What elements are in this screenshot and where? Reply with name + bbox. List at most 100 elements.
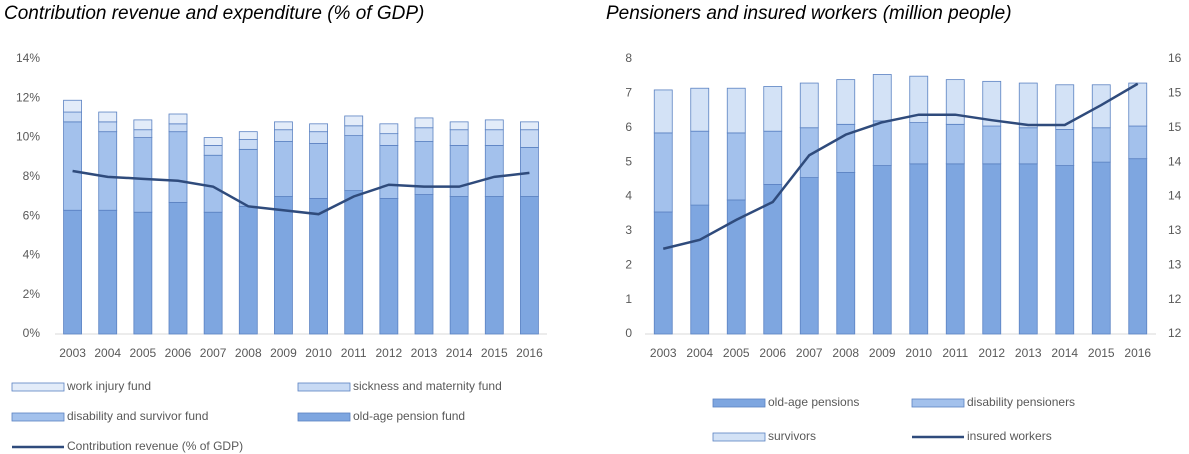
x-tick-label: 2008 <box>832 346 859 360</box>
x-tick-label: 2011 <box>942 346 968 360</box>
bar <box>98 131 118 211</box>
bar <box>379 198 399 335</box>
bar <box>133 211 153 335</box>
legend-label: old-age pensions <box>768 395 859 409</box>
bar <box>799 82 819 129</box>
bar <box>653 211 673 335</box>
bar <box>1128 158 1148 335</box>
bar <box>653 89 673 134</box>
bar <box>1055 84 1075 130</box>
legend-label: old-age pension fund <box>353 409 465 423</box>
y-tick-label: 14% <box>16 51 40 65</box>
bar <box>203 137 223 146</box>
x-tick-label: 2008 <box>235 346 262 360</box>
bar <box>520 129 539 148</box>
bar <box>238 148 258 207</box>
bar <box>63 121 82 211</box>
bar <box>449 129 469 146</box>
bar <box>520 146 539 197</box>
bar <box>1055 165 1075 335</box>
legend-swatch <box>712 432 766 442</box>
bar <box>133 137 153 213</box>
y-tick-label: 3 <box>625 223 632 237</box>
bar <box>274 129 293 142</box>
y2-tick-label: 13 <box>1168 257 1182 271</box>
bar <box>63 111 82 123</box>
bar <box>484 196 504 335</box>
legend-label: disability pensioners <box>967 395 1075 409</box>
bar <box>520 121 539 131</box>
x-tick-label: 2003 <box>59 346 86 360</box>
bar <box>799 177 819 335</box>
bar <box>1055 129 1075 166</box>
bar <box>982 80 1002 127</box>
bar <box>1091 161 1111 335</box>
x-tick-label: 2010 <box>905 346 932 360</box>
bar <box>945 163 965 335</box>
legend-swatch <box>297 412 351 422</box>
x-tick-label: 2016 <box>1124 346 1151 360</box>
x-tick-label: 2006 <box>759 346 786 360</box>
bar <box>309 198 328 335</box>
x-tick-label: 2013 <box>1015 346 1042 360</box>
chart-title: Contribution revenue and expenditure (% … <box>4 3 424 24</box>
bar <box>344 135 364 192</box>
bar <box>653 132 673 213</box>
x-tick-label: 2007 <box>200 346 227 360</box>
bar <box>1128 125 1148 160</box>
y2-tick-label: 12 <box>1168 326 1182 340</box>
y-tick-label: 2 <box>625 257 632 271</box>
x-tick-label: 2012 <box>978 346 1005 360</box>
bar <box>872 165 892 335</box>
bar <box>872 120 892 166</box>
bar <box>909 75 929 123</box>
bar <box>690 87 710 132</box>
bar <box>203 154 223 213</box>
bar <box>309 123 328 133</box>
bar <box>238 131 258 140</box>
x-tick-label: 2004 <box>94 346 121 360</box>
y-tick-label: 7 <box>625 86 632 100</box>
bar <box>414 127 434 142</box>
legend-label: sickness and maternity fund <box>353 379 502 393</box>
x-tick-label: 2003 <box>650 346 677 360</box>
bar <box>274 196 293 335</box>
bar <box>945 79 965 125</box>
bar <box>836 172 856 335</box>
bar <box>133 119 153 131</box>
bar <box>1018 163 1038 335</box>
legend-label: survivors <box>768 429 816 443</box>
x-tick-label: 2004 <box>686 346 713 360</box>
x-tick-label: 2009 <box>270 346 297 360</box>
bar <box>1018 127 1038 165</box>
y2-tick-label: 16 <box>1168 51 1182 65</box>
chart-title: Pensioners and insured workers (million … <box>606 3 1012 24</box>
bar <box>1091 127 1111 163</box>
bar <box>63 99 82 113</box>
bar <box>763 86 783 132</box>
bar <box>309 143 328 199</box>
bar <box>98 121 118 133</box>
y2-tick-label: 14 <box>1168 189 1182 203</box>
bar <box>168 113 188 125</box>
legend-label: Contribution revenue (% of GDP) <box>67 439 243 453</box>
bar <box>690 130 710 206</box>
bar <box>344 125 364 137</box>
bar <box>909 122 929 165</box>
bar <box>168 201 188 335</box>
bar <box>133 129 153 138</box>
bar <box>98 111 118 123</box>
legend-swatch <box>11 412 65 422</box>
bar <box>344 190 364 335</box>
y-tick-label: 1 <box>625 292 632 306</box>
y2-tick-label: 15 <box>1168 86 1182 100</box>
legend-label: insured workers <box>967 429 1052 443</box>
y2-tick-label: 14 <box>1168 154 1182 168</box>
bar <box>238 139 258 150</box>
bar <box>168 131 188 203</box>
bar <box>449 196 469 335</box>
x-tick-label: 2015 <box>481 346 508 360</box>
y-tick-label: 0% <box>23 326 41 340</box>
x-tick-label: 2013 <box>411 346 438 360</box>
